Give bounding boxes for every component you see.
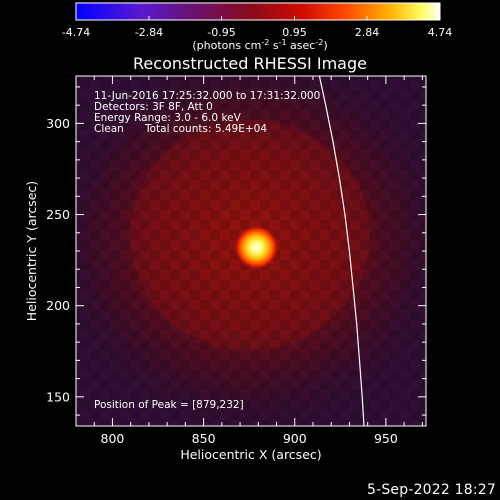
x-axis-ticks: 800 850 900 950 bbox=[93, 76, 423, 446]
x-tick-label: 900 bbox=[283, 431, 307, 446]
solar-limb-line bbox=[318, 76, 365, 426]
annotation-detectors: Detectors: 3F 8F, Att 0 bbox=[94, 101, 213, 113]
colorbar-unit-label: (photons cm-2 s-1 asec-2) bbox=[192, 38, 327, 52]
colorbar-tick-label: -0.95 bbox=[207, 26, 235, 39]
colorbar-tick-label: 2.84 bbox=[355, 26, 380, 39]
annotation-counts: Total counts: 5.49E+04 bbox=[144, 123, 267, 135]
colorbar-tick-label: 4.74 bbox=[428, 26, 453, 39]
y-tick-label: 250 bbox=[46, 207, 70, 222]
x-tick-label: 850 bbox=[192, 431, 216, 446]
y-axis-ticks: 150 200 250 300 bbox=[46, 86, 426, 416]
heatmap-image bbox=[76, 76, 426, 426]
chart-title: Reconstructed RHESSI Image bbox=[133, 54, 367, 73]
y-tick-label: 150 bbox=[46, 389, 70, 404]
annotation-energy: Energy Range: 3.0 - 6.0 keV bbox=[94, 112, 242, 124]
annotation-peak: Position of Peak = [879,232] bbox=[94, 399, 244, 411]
x-axis-label: Heliocentric X (arcsec) bbox=[180, 447, 321, 462]
colorbar-tick-label: -4.74 bbox=[62, 26, 90, 39]
flare-peak bbox=[234, 225, 279, 270]
colorbar-ticks: -4.74 -2.84 -0.95 0.95 2.84 4.74 bbox=[62, 16, 452, 39]
x-tick-label: 800 bbox=[101, 431, 125, 446]
colorbar-tick-label: -2.84 bbox=[135, 26, 163, 39]
y-axis-label: Heliocentric Y (arcsec) bbox=[24, 181, 39, 321]
y-tick-label: 200 bbox=[46, 298, 70, 313]
annotation-method: Clean bbox=[94, 123, 124, 135]
timestamp-footer: 5-Sep-2022 18:27 bbox=[366, 482, 496, 498]
colorbar-tick-label: 0.95 bbox=[282, 26, 307, 39]
x-tick-label: 950 bbox=[374, 431, 398, 446]
annotation-time: 11-Jun-2016 17:25:32.000 to 17:31:32.000 bbox=[94, 90, 320, 102]
y-tick-label: 300 bbox=[46, 116, 70, 131]
colorbar bbox=[75, 2, 441, 21]
